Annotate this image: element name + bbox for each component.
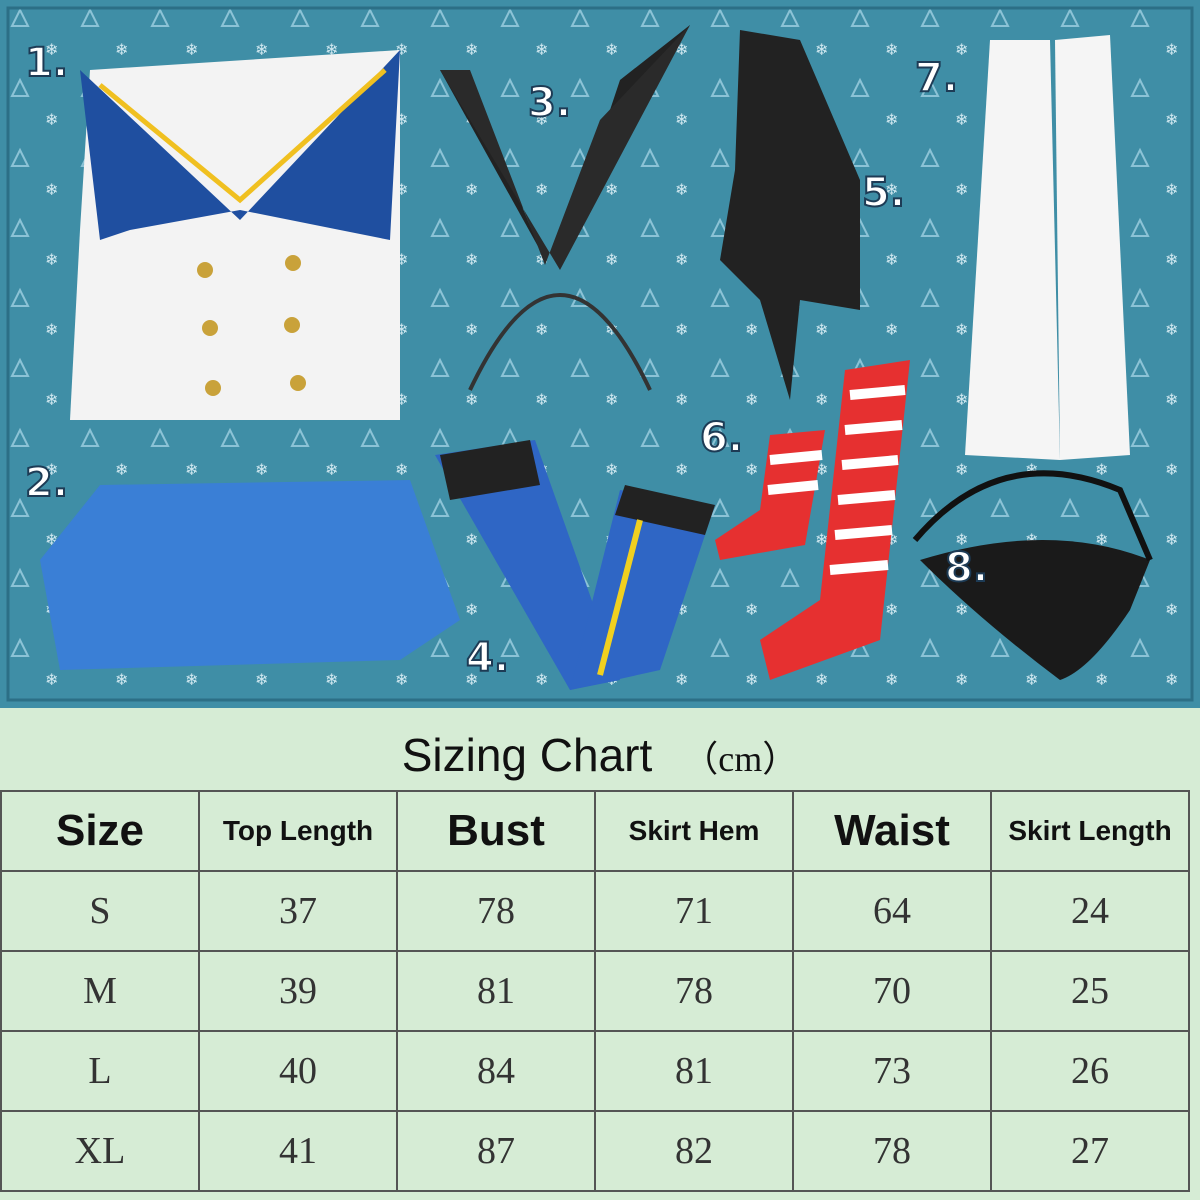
table-cell: 25 xyxy=(990,950,1190,1032)
item-number: 4. xyxy=(465,634,510,682)
table-cell: L xyxy=(0,1030,200,1112)
bunny-ears xyxy=(440,25,690,391)
table-cell: XL xyxy=(0,1110,200,1192)
table-cell: 41 xyxy=(198,1110,398,1192)
table-cell: 27 xyxy=(990,1110,1190,1192)
header-cell: Waist xyxy=(792,790,992,872)
table-row: S 37 78 71 64 24 xyxy=(0,870,1190,952)
table-cell: 70 xyxy=(792,950,992,1032)
header-cell: Skirt Hem xyxy=(594,790,794,872)
sizing-chart: Sizing Chart （cm） Size Top Length Bust Sk… xyxy=(0,708,1200,1200)
striped-socks xyxy=(715,360,910,680)
item-number: 7. xyxy=(914,54,959,102)
sailor-top xyxy=(70,50,400,420)
item-number: 2. xyxy=(24,459,69,507)
table-cell: M xyxy=(0,950,200,1032)
table-cell: 24 xyxy=(990,870,1190,952)
table-cell: 78 xyxy=(792,1110,992,1192)
item-number: 1. xyxy=(24,39,69,87)
table-cell: 78 xyxy=(396,870,596,952)
table-cell: 81 xyxy=(396,950,596,1032)
item-number: 6. xyxy=(699,414,744,462)
item-number: 8. xyxy=(944,544,989,592)
table-cell: 84 xyxy=(396,1030,596,1112)
size-table: Size Top Length Bust Skirt Hem Waist Ski… xyxy=(0,790,1190,1192)
table-cell: 64 xyxy=(792,870,992,952)
table-cell: 39 xyxy=(198,950,398,1032)
unit-label: （cm） xyxy=(682,739,799,779)
item-number: 5. xyxy=(861,169,906,217)
table-cell: 81 xyxy=(594,1030,794,1112)
table-cell: 40 xyxy=(198,1030,398,1112)
table-cell: 37 xyxy=(198,870,398,952)
header-row: Size Top Length Bust Skirt Hem Waist Ski… xyxy=(0,790,1190,872)
product-photo: ❄ xyxy=(0,0,1200,708)
header-cell: Size xyxy=(0,790,200,872)
header-cell: Bust xyxy=(396,790,596,872)
table-row: M 39 81 78 70 25 xyxy=(0,950,1190,1032)
skirt xyxy=(40,480,460,670)
table-cell: 71 xyxy=(594,870,794,952)
black-underwear xyxy=(912,470,1153,680)
table-cell: 78 xyxy=(594,950,794,1032)
item-number: 3. xyxy=(527,79,572,127)
table-row: XL 41 87 82 78 27 xyxy=(0,1110,1190,1192)
table-row: L 40 84 81 73 26 xyxy=(0,1030,1190,1112)
costume-illustration: ❄ xyxy=(0,0,1200,708)
table-cell: 26 xyxy=(990,1030,1190,1112)
chart-title: Sizing Chart （cm） xyxy=(0,728,1200,782)
blue-stockings xyxy=(435,440,715,690)
table-cell: 87 xyxy=(396,1110,596,1192)
white-gloves xyxy=(965,35,1130,460)
header-cell: Skirt Length xyxy=(990,790,1190,872)
black-tie xyxy=(720,30,860,400)
table-cell: 82 xyxy=(594,1110,794,1192)
header-cell: Top Length xyxy=(198,790,398,872)
table-cell: S xyxy=(0,870,200,952)
chart-title-text: Sizing Chart xyxy=(401,729,653,781)
table-cell: 73 xyxy=(792,1030,992,1112)
